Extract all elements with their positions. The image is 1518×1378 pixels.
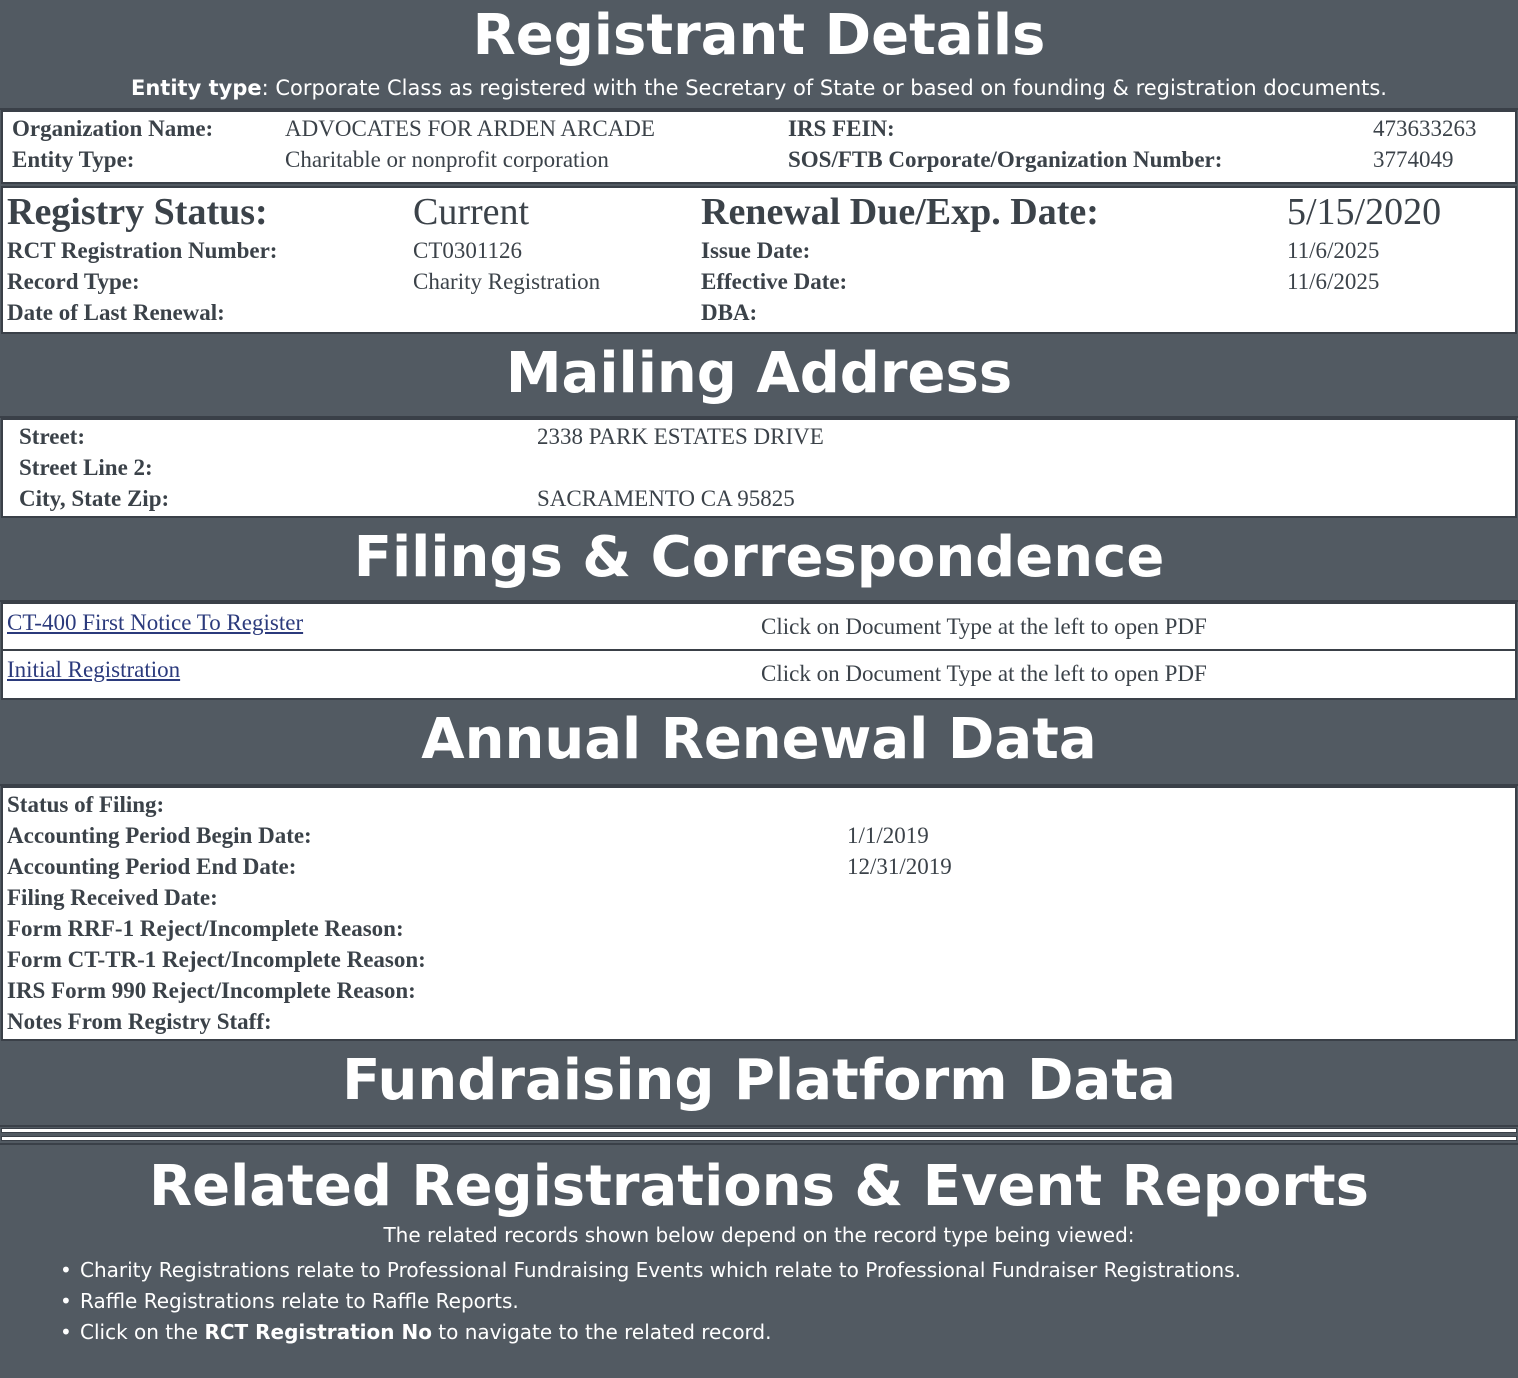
fundraising-divider: [0, 1127, 1518, 1143]
rct-label: RCT Registration Number:: [7, 238, 278, 263]
related-title: Related Registrations & Event Reports: [148, 1154, 1370, 1219]
mailing-header: Mailing Address: [0, 334, 1518, 418]
effective-date-value: 11/6/2025: [1287, 269, 1380, 294]
annual-row-label: Filing Received Date:: [7, 885, 218, 910]
filing-link-ct400[interactable]: CT-400 First Notice To Register: [7, 610, 304, 635]
filing-link-initial-registration[interactable]: Initial Registration: [7, 657, 181, 682]
entity-type-note: Entity type: Corporate Class as register…: [0, 78, 1518, 99]
fein-label: IRS FEIN:: [788, 116, 895, 141]
issue-date-label: Issue Date:: [701, 238, 811, 263]
sos-label: SOS/FTB Corporate/Organization Number:: [788, 147, 1223, 172]
org-name-label: Organization Name:: [12, 116, 214, 141]
annual-row-label: Status of Filing:: [7, 792, 165, 817]
annual-row-label: Accounting Period Begin Date:: [7, 823, 312, 848]
dba-label: DBA:: [701, 300, 758, 325]
annual-row-label: Form RRF-1 Reject/Incomplete Reason:: [7, 916, 404, 941]
entity-note-text: : Corporate Class as registered with the…: [261, 76, 1387, 100]
street-value: 2338 PARK ESTATES DRIVE: [537, 424, 824, 449]
city-value: SACRAMENTO CA 95825: [537, 486, 795, 511]
annual-row-value: 12/31/2019: [847, 854, 952, 879]
related-intro: The related records shown below depend o…: [383, 1223, 1135, 1247]
mailing-table: Street: 2338 PARK ESTATES DRIVE Street L…: [1, 418, 1517, 518]
record-type-label: Record Type:: [7, 269, 140, 294]
fundraising-header: Fundraising Platform Data: [0, 1041, 1518, 1127]
registrant-title: Registrant Details: [472, 3, 1046, 68]
issue-date-value: 11/6/2025: [1287, 238, 1380, 263]
annual-header: Annual Renewal Data: [0, 700, 1518, 786]
renewal-label: Renewal Due/Exp. Date:: [701, 191, 1099, 233]
filing-note: Click on Document Type at the left to op…: [761, 614, 1207, 639]
filing-row: CT-400 First Notice To Register Click on…: [1, 602, 1517, 651]
record-type-value: Charity Registration: [413, 269, 601, 294]
related-bullet: Raffle Registrations relate to Raffle Re…: [54, 1286, 1518, 1317]
organization-table: Organization Name: ADVOCATES FOR ARDEN A…: [1, 110, 1517, 184]
annual-row-label: Accounting Period End Date:: [7, 854, 297, 879]
registrant-header: Registrant Details Entity type: Corporat…: [0, 0, 1518, 110]
related-section: Related Registrations & Event Reports Th…: [0, 1143, 1518, 1348]
annual-row-label: Form CT-TR-1 Reject/Incomplete Reason:: [7, 947, 426, 972]
annual-row-value: 1/1/2019: [847, 823, 929, 848]
annual-row-label: IRS Form 990 Reject/Incomplete Reason:: [7, 978, 416, 1003]
last-renewal-label: Date of Last Renewal:: [7, 300, 225, 325]
entity-note-label: Entity type: [131, 76, 262, 100]
fein-value: 473633263: [1373, 116, 1477, 141]
org-name-value: ADVOCATES FOR ARDEN ARCADE: [285, 116, 655, 141]
filing-row: Initial Registration Click on Document T…: [1, 651, 1517, 700]
filing-note: Click on Document Type at the left to op…: [761, 661, 1207, 686]
entity-type-value: Charitable or nonprofit corporation: [285, 147, 609, 172]
registry-status-value: Current: [413, 191, 530, 233]
related-bullet: Charity Registrations relate to Professi…: [54, 1255, 1518, 1286]
street-label: Street:: [19, 424, 85, 449]
street2-label: Street Line 2:: [19, 455, 153, 480]
rct-value: CT0301126: [413, 238, 523, 263]
annual-row-label: Notes From Registry Staff:: [7, 1009, 272, 1034]
renewal-value: 5/15/2020: [1287, 191, 1442, 233]
annual-table: Status of Filing: Accounting Period Begin…: [1, 786, 1517, 1041]
entity-type-label: Entity Type:: [12, 147, 135, 172]
effective-date-label: Effective Date:: [701, 269, 848, 294]
registry-table: Registry Status: Current Renewal Due/Exp…: [1, 186, 1517, 334]
sos-value: 3774049: [1373, 147, 1454, 172]
related-bullet: Click on the RCT Registration No to navi…: [54, 1317, 1518, 1348]
registry-status-label: Registry Status:: [7, 191, 268, 233]
filings-header: Filings & Correspondence: [0, 518, 1518, 602]
city-label: City, State Zip:: [19, 486, 170, 511]
